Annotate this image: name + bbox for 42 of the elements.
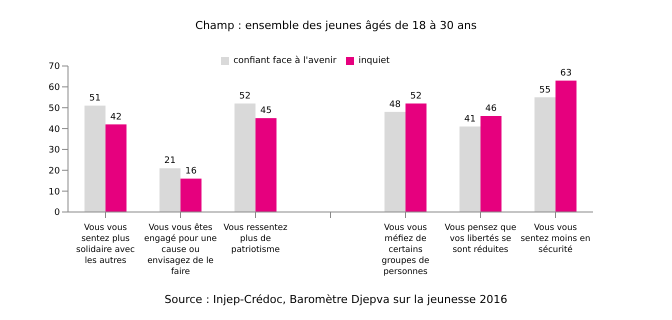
- y-tick-label: 0: [54, 208, 60, 218]
- bar: [256, 118, 276, 212]
- bar: [180, 178, 202, 212]
- bar: [480, 116, 502, 212]
- data-label: 41: [464, 114, 476, 124]
- x-tick-label: Vous ressentez plus de patriotisme: [224, 223, 288, 255]
- data-label: 46: [485, 104, 497, 114]
- x-tick-label: Vous vous sentez plus solidaire avec les autres: [76, 223, 136, 266]
- bar: [234, 104, 256, 212]
- x-tick-label: Vous vous êtes engagé pour une cause ou envisagez de le faire: [144, 223, 217, 277]
- data-label: 51: [89, 94, 101, 104]
- y-tick-label: 70: [48, 62, 60, 72]
- bar: [84, 106, 106, 212]
- bar: [106, 124, 126, 212]
- bar: [406, 104, 426, 212]
- chart-subtitle: Champ : ensemble des jeunes âgés de 18 à 30 ans: [194, 19, 478, 32]
- bar: [384, 112, 406, 212]
- legend-label: confiant face à l'avenir: [233, 56, 336, 66]
- bar: [460, 126, 480, 212]
- y-tick-label: 40: [48, 124, 60, 135]
- bar: [556, 80, 576, 212]
- data-label: 52: [239, 92, 251, 102]
- data-label: 42: [110, 112, 122, 122]
- bar: [160, 168, 180, 212]
- y-tick-label: 30: [48, 146, 60, 156]
- data-label: 55: [539, 85, 551, 96]
- data-label: 45: [260, 106, 272, 116]
- data-label: 48: [389, 100, 401, 110]
- legend-label: inquiet: [358, 56, 390, 66]
- y-tick-label: 50: [48, 104, 60, 114]
- x-tick-label: Vous pensez que vos libertés se sont réduites: [444, 223, 516, 255]
- data-label: 63: [560, 68, 572, 79]
- y-tick-label: 10: [48, 187, 60, 198]
- data-label: 52: [410, 92, 422, 102]
- source-note: Source : Injep-Crédoc, Baromètre Djepva sur la jeunesse 2016: [164, 293, 508, 306]
- x-tick-label: Vous vous sentez moins en sécurité: [520, 223, 590, 255]
- data-label: 21: [164, 156, 176, 166]
- data-label: 16: [185, 166, 197, 177]
- bar: [534, 97, 556, 212]
- y-tick-label: 20: [48, 166, 60, 176]
- x-tick-label: Vous vous méfiez de certains groupes de personnes: [382, 223, 430, 277]
- y-tick-label: 60: [48, 83, 60, 94]
